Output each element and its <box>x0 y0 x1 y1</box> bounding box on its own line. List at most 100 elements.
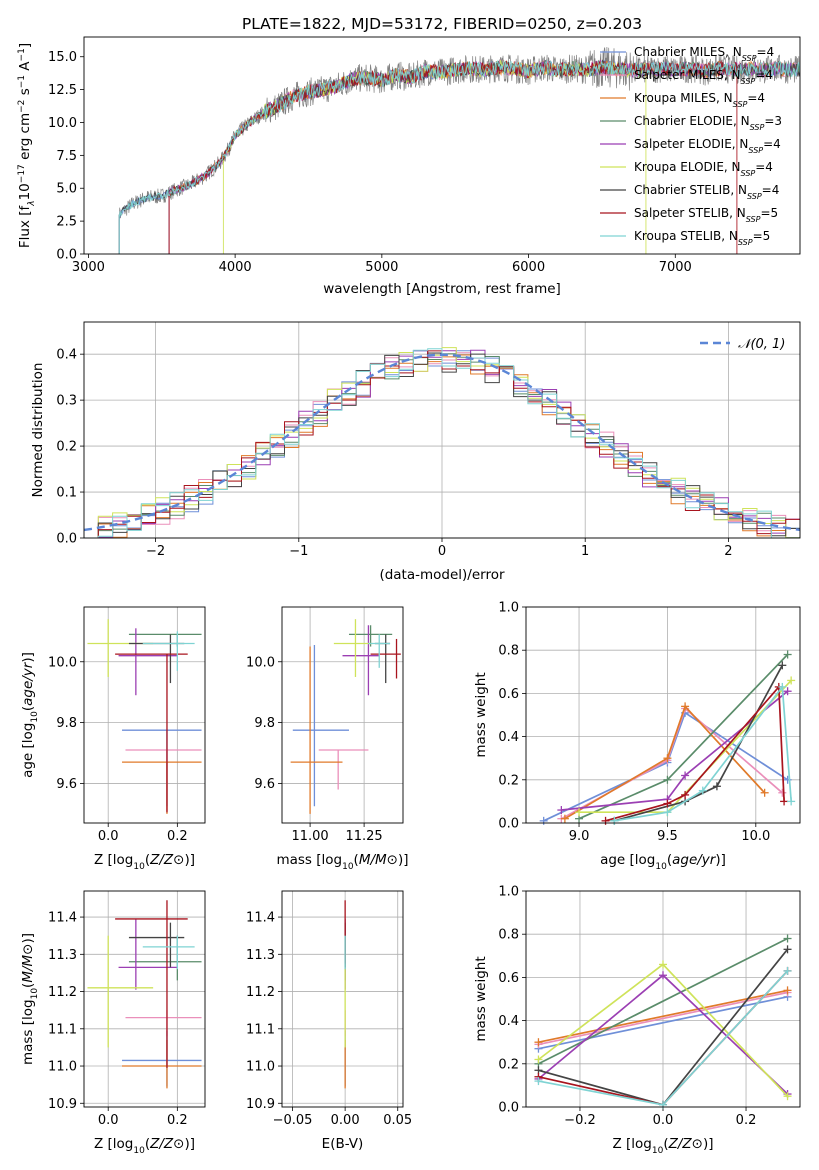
histogram-steps <box>84 347 800 538</box>
x-tick-label: 0.0 <box>653 1113 674 1128</box>
model-spectrum <box>168 58 800 254</box>
legend-label: Salpeter ELODIE, NSSP=4 <box>634 137 781 155</box>
axis-label: age [log10(age/yr)] <box>600 852 726 872</box>
age-vs-Z-frame <box>83 606 206 824</box>
y-tick-label: 11.1 <box>246 1022 275 1037</box>
spectrum-frame <box>83 36 801 255</box>
x-axis-label: (data-model)/error <box>379 567 505 583</box>
axis-label: Z [log10(Z/Z⊙)] <box>94 1136 195 1156</box>
x-tick-label: 2 <box>724 544 732 559</box>
y-axis-label: mass weight <box>473 672 489 757</box>
legend-label: Chabrier ELODIE, NSSP=3 <box>634 114 782 132</box>
y-tick-label: 1.0 <box>498 601 519 616</box>
y-tick-label: 0.8 <box>498 928 519 943</box>
legend-label: Chabrier MILES, NSSP=4 <box>634 45 774 63</box>
histogram-series <box>84 348 800 538</box>
x-tick-label: 0.05 <box>383 1113 412 1128</box>
y-tick-label: 15.0 <box>48 50 77 65</box>
x-tick-label: 3000 <box>72 260 105 275</box>
x-tick-label: −1 <box>289 544 308 559</box>
y-tick-label: 12.5 <box>48 83 77 98</box>
legend-label: Kroupa STELIB, NSSP=5 <box>634 229 770 247</box>
y-tick-label: 0.0 <box>56 532 77 547</box>
age-vs-Z-axes: 0.0 0.2 9.6 9.8 10.0 <box>48 607 205 844</box>
model-spectrum <box>168 59 800 254</box>
mass-weight-vs-Z-frame <box>525 890 801 1108</box>
mass-vs-Z-frame <box>83 890 206 1108</box>
weight-series <box>538 995 788 1050</box>
weight-series <box>614 664 784 822</box>
x-tick-label: 0.2 <box>736 1113 757 1128</box>
model-spectrum <box>168 59 800 254</box>
y-tick-label: 7.5 <box>56 149 77 164</box>
x-tick-label: 0.2 <box>167 829 188 844</box>
x-tick-label: 0.00 <box>331 1113 360 1128</box>
legend-label: Chabrier STELIB, NSSP=4 <box>634 183 779 201</box>
x-tick-label: 7000 <box>659 260 692 275</box>
y-tick-label: 0.6 <box>498 687 519 702</box>
legend-label: Salpeter MILES, NSSP=4 <box>634 68 773 86</box>
y-axis-label: Normed distribution <box>30 363 46 498</box>
model-spectrum <box>118 59 800 254</box>
y-tick-label: 9.8 <box>254 716 275 731</box>
y-tick-label: 11.4 <box>246 911 275 926</box>
x-axis-label: wavelength [Angstrom, rest frame] <box>323 281 561 297</box>
x-tick-label: −0.2 <box>564 1113 596 1128</box>
mass-weight-vs-age-frame <box>525 606 801 824</box>
mass-vs-Z-axes: 0.0 0.2 10.9 11.0 11.1 11.2 11.3 11.4 <box>48 891 205 1128</box>
y-tick-label: 0.0 <box>498 817 519 832</box>
x-tick-label: 0.0 <box>98 829 119 844</box>
y-tick-label: 0.4 <box>498 1014 519 1029</box>
y-tick-label: 0.3 <box>56 394 77 409</box>
spectrum-lines <box>118 46 800 254</box>
residual-histogram-frame <box>83 321 801 539</box>
weight-series <box>538 937 788 1065</box>
y-tick-label: 10.0 <box>48 655 77 670</box>
x-tick-label: 9.0 <box>569 829 590 844</box>
weight-series <box>605 684 785 822</box>
y-axis-label: mass weight <box>473 956 489 1041</box>
y-tick-label: 9.6 <box>254 777 275 792</box>
y-tick-label: 0.2 <box>498 1057 519 1072</box>
age-vs-mass-frame <box>281 606 404 824</box>
x-tick-label: 1 <box>581 544 589 559</box>
legend-label: Kroupa MILES, NSSP=4 <box>634 91 765 109</box>
mass-weight-vs-age-series <box>539 650 796 825</box>
mass-weight-vs-Z-series <box>534 934 792 1109</box>
x-tick-label: 11.00 <box>291 829 328 844</box>
mass-vs-ebv-frame <box>281 890 404 1108</box>
age-vs-Z-points <box>87 619 202 814</box>
y-tick-label: 10.0 <box>48 116 77 131</box>
age-vs-mass-points <box>290 619 401 814</box>
y-tick-label: 1.0 <box>498 885 519 900</box>
weight-series <box>538 989 788 1044</box>
mass-weight-vs-age-axes: 9.0 9.5 10.0 0.0 0.2 0.4 0.6 0.8 1.0 <box>498 601 800 844</box>
x-tick-label: 0.2 <box>167 1113 188 1128</box>
y-tick-label: 11.3 <box>48 948 77 963</box>
y-tick-label: 11.4 <box>48 911 77 926</box>
model-spectrum <box>168 59 800 254</box>
y-tick-label: 0.4 <box>56 348 77 363</box>
y-tick-label: 11.1 <box>48 1022 77 1037</box>
y-axis-label: Flux [fλ10−17 erg cm−2 s−1 A−1] <box>17 43 37 248</box>
y-tick-label: 10.9 <box>246 1097 275 1112</box>
y-tick-label: 11.2 <box>246 985 275 1000</box>
y-tick-label: 2.5 <box>56 215 77 230</box>
weight-series <box>561 690 789 811</box>
y-tick-label: 11.0 <box>246 1060 275 1075</box>
y-tick-label: 0.2 <box>56 440 77 455</box>
y-tick-label: 0.8 <box>498 644 519 659</box>
x-tick-label: −0.05 <box>273 1113 313 1128</box>
y-tick-label: 0.0 <box>56 248 77 263</box>
x-tick-label: −2 <box>146 544 165 559</box>
gaussian-curve <box>84 353 800 532</box>
x-tick-label: 6000 <box>512 260 545 275</box>
y-tick-label: 11.3 <box>246 948 275 963</box>
y-tick-label: 0.1 <box>56 486 77 501</box>
legend-label: Salpeter STELIB, NSSP=5 <box>634 206 778 224</box>
x-tick-label: 5000 <box>365 260 398 275</box>
weight-series <box>614 684 793 822</box>
y-tick-label: 10.0 <box>246 655 275 670</box>
y-tick-label: 0.0 <box>498 1101 519 1116</box>
